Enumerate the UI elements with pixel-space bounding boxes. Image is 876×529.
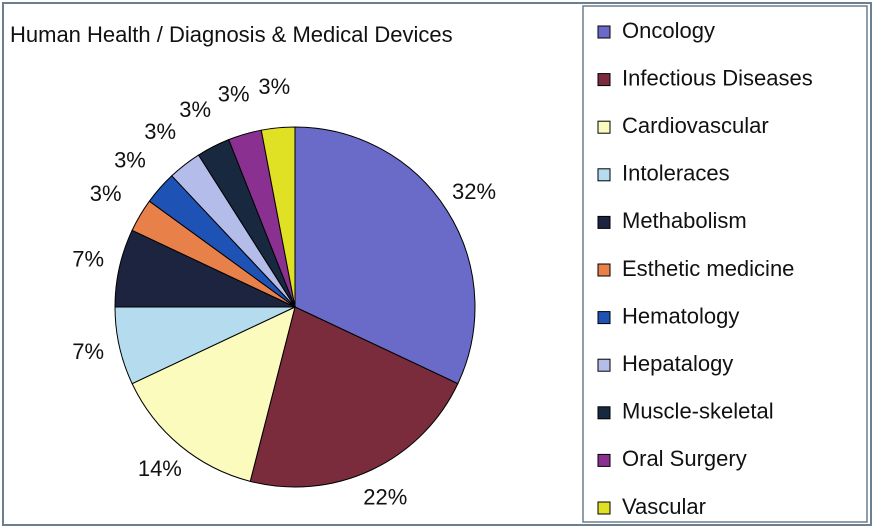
legend-label: Hepatalogy — [622, 351, 733, 376]
data-label: 3% — [179, 97, 211, 122]
legend-swatch — [597, 358, 611, 372]
pie-slice — [260, 126, 296, 308]
data-label: 14% — [138, 456, 182, 481]
chart-title: Human Health / Diagnosis & Medical Devic… — [10, 22, 453, 47]
legend-swatch — [597, 120, 611, 134]
data-label: 3% — [144, 119, 176, 144]
legend-swatch — [597, 215, 611, 229]
legend-box — [582, 5, 868, 523]
legend-label: Vascular — [622, 494, 706, 519]
legend-swatch — [597, 263, 611, 277]
data-label: 3% — [218, 82, 250, 107]
pie-slice — [131, 306, 296, 482]
data-label: 7% — [72, 247, 104, 272]
legend-label: Intoleraces — [622, 161, 730, 186]
legend-swatch — [597, 501, 611, 515]
legend-label: Esthetic medicine — [622, 256, 794, 281]
legend-swatch — [597, 25, 611, 39]
legend-label: Cardiovascular — [622, 113, 769, 138]
legend-label: Infectious Diseases — [622, 65, 813, 90]
legend-label: Oral Surgery — [622, 446, 747, 471]
data-label: 3% — [114, 147, 146, 172]
legend-label: Hematology — [622, 303, 739, 328]
legend-label: Muscle-skeletal — [622, 399, 774, 424]
legend-swatch — [597, 311, 611, 325]
data-label: 7% — [72, 339, 104, 364]
legend-swatch — [597, 73, 611, 87]
data-label: 32% — [452, 179, 496, 204]
pie-slice — [249, 306, 459, 488]
data-label: 3% — [258, 74, 290, 99]
legend-swatch — [597, 168, 611, 182]
legend-swatch — [597, 406, 611, 420]
data-label: 3% — [90, 181, 122, 206]
legend-label: Methabolism — [622, 208, 747, 233]
legend-label: Oncology — [622, 18, 715, 43]
legend-swatch — [597, 453, 611, 467]
data-label: 22% — [363, 485, 407, 510]
pie-slice — [294, 126, 476, 385]
